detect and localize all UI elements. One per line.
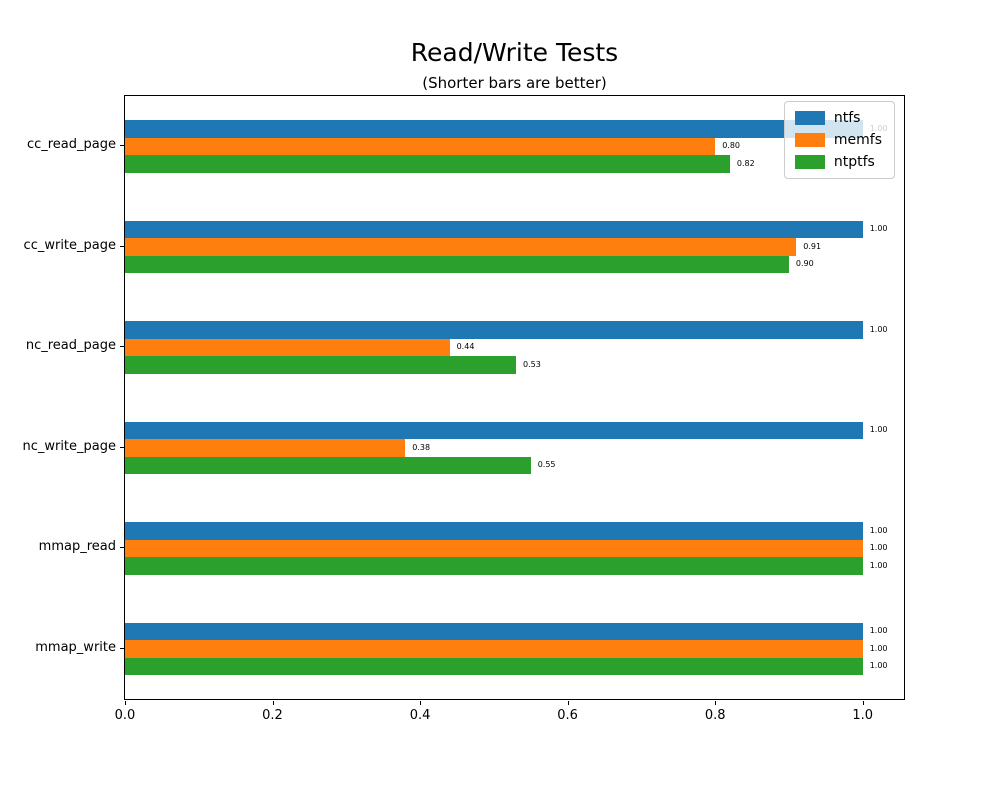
bar-memfs-cc_write_page (125, 238, 797, 256)
bar-value-label: 0.53 (523, 359, 541, 369)
bar-memfs-nc_write_page (125, 439, 406, 457)
legend-label: ntptfs (833, 154, 875, 170)
bar-value-label: 1.00 (869, 643, 888, 653)
y-tick-label-nc_read_page: nc_read_page (25, 338, 116, 354)
chart-title: Read/Write Tests (410, 38, 619, 67)
bar-value-label: 1.00 (869, 324, 888, 334)
bar-value-label: 0.55 (537, 460, 556, 470)
chart-subtitle: (Shorter bars are better) (422, 74, 607, 92)
legend-swatch-icon (794, 111, 825, 125)
x-tick-label-0.6: 0.6 (557, 708, 578, 723)
bar-value-label: 1.00 (869, 525, 888, 535)
bar-value-label: 1.00 (869, 626, 888, 636)
legend-entry-memfs: memfs (794, 132, 882, 148)
x-tick-label-0.4: 0.4 (409, 708, 431, 723)
x-tick-label-0.8: 0.8 (704, 708, 726, 723)
legend-label: memfs (833, 132, 882, 148)
legend-swatch-icon (794, 133, 825, 147)
bar-ntfs-nc_write_page (125, 421, 863, 439)
bar-value-label: 1.00 (869, 543, 888, 553)
y-tick-mark (120, 145, 124, 147)
bar-value-label: 0.38 (412, 442, 431, 452)
bar-ntfs-mmap_read (125, 522, 863, 540)
x-tick-mark (125, 701, 126, 705)
bar-ntfs-cc_read_page (125, 120, 863, 138)
bar-value-label: 0.80 (722, 141, 740, 151)
bar-memfs-nc_read_page (125, 338, 450, 356)
x-tick-label-0.2: 0.2 (262, 708, 283, 723)
x-tick-mark (272, 701, 274, 705)
y-tick-mark (120, 547, 124, 549)
bar-memfs-mmap_write (125, 640, 863, 658)
x-tick-label-0.0: 0.0 (114, 708, 136, 723)
bar-memfs-cc_read_page (125, 137, 716, 155)
x-tick-mark (420, 701, 422, 705)
bar-ntptfs-cc_write_page (125, 255, 789, 273)
y-tick-label-cc_write_page: cc_write_page (23, 237, 116, 253)
x-tick-mark (715, 701, 717, 705)
y-tick-label-cc_read_page: cc_read_page (26, 137, 116, 153)
legend-entry-ntfs: ntfs (794, 110, 882, 126)
bar-memfs-mmap_read (125, 539, 863, 557)
legend-entry-ntptfs: ntptfs (794, 154, 882, 170)
bar-value-label: 1.00 (869, 661, 888, 671)
legend-swatch-icon (794, 155, 825, 169)
bar-ntptfs-cc_read_page (125, 155, 730, 173)
y-tick-mark (120, 446, 124, 448)
bar-value-label: 1.00 (869, 224, 888, 234)
bar-value-label: 1.00 (869, 425, 888, 435)
legend: ntfs memfs ntptfs (783, 101, 895, 179)
bar-value-label: 0.82 (736, 158, 755, 168)
bar-ntfs-nc_read_page (125, 321, 863, 339)
plot-area: 1.00 1.00 1.00 1.00 1.00 1.00 0.80 0.91 0.44 0.38… (124, 95, 905, 700)
y-tick-mark (120, 647, 124, 649)
x-tick-mark (567, 701, 569, 705)
bar-ntfs-mmap_write (125, 622, 863, 640)
bar-value-label: 1.00 (869, 560, 888, 570)
bar-ntptfs-mmap_read (125, 557, 863, 575)
bar-ntptfs-nc_read_page (125, 356, 516, 374)
y-tick-label-mmap_read: mmap_read (38, 539, 116, 555)
bar-ntfs-cc_write_page (125, 220, 863, 238)
bar-ntptfs-mmap_write (125, 657, 863, 675)
bar-value-label: 0.90 (795, 259, 814, 269)
x-tick-label-1.0: 1.0 (852, 708, 874, 723)
bar-ntptfs-nc_write_page (125, 456, 531, 474)
bar-value-label: 0.91 (803, 241, 822, 251)
x-tick-mark (862, 701, 864, 705)
y-tick-mark (120, 346, 124, 348)
bar-value-label: 0.44 (456, 342, 475, 352)
legend-label: ntfs (833, 110, 861, 126)
y-tick-label-mmap_write: mmap_write (35, 639, 116, 655)
y-tick-label-nc_write_page: nc_write_page (22, 438, 116, 454)
y-tick-mark (120, 245, 124, 247)
